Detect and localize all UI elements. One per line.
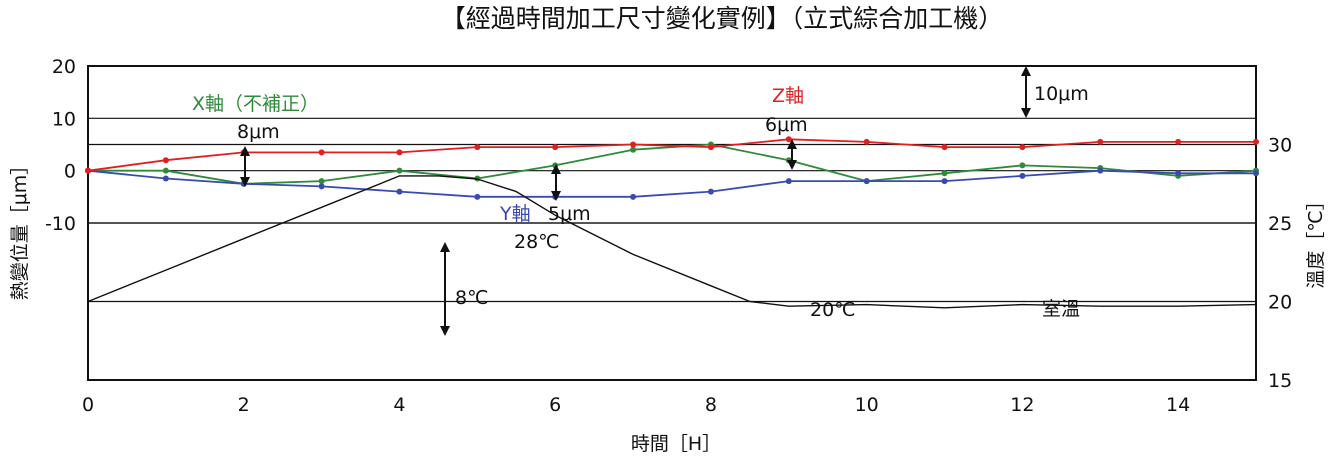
series-point-2 bbox=[1097, 138, 1104, 145]
series-point-2 bbox=[396, 149, 403, 156]
series-point-0 bbox=[318, 178, 325, 185]
ten-um-label: 10μm bbox=[1034, 83, 1089, 105]
y-right-tick-label: 30 bbox=[1268, 135, 1292, 157]
series-point-2 bbox=[630, 141, 637, 148]
series-point-2 bbox=[85, 167, 91, 174]
series-point-1 bbox=[941, 178, 948, 185]
series-line-3 bbox=[87, 175, 1257, 309]
series-point-2 bbox=[785, 136, 792, 143]
x-tick-label: 0 bbox=[82, 394, 94, 416]
series-line-1 bbox=[87, 169, 1256, 198]
series-point-2 bbox=[162, 157, 169, 164]
series-point-0 bbox=[396, 167, 403, 174]
series-point-1 bbox=[785, 178, 792, 185]
series-point-2 bbox=[474, 144, 481, 151]
series-line-2 bbox=[87, 138, 1256, 172]
z-delta-label: 6μm bbox=[765, 114, 808, 136]
series-point-0 bbox=[1019, 162, 1026, 169]
x-tick-labels: 0 2 4 6 8 10 12 14 bbox=[82, 394, 1190, 416]
x-tick-label: 2 bbox=[238, 394, 250, 416]
y-left-tick-label: 10 bbox=[52, 108, 76, 130]
series-layer bbox=[85, 136, 1259, 309]
x-delta-label: 8μm bbox=[237, 121, 280, 143]
series-point-2 bbox=[552, 144, 559, 151]
y-series-legend: Y軸 bbox=[499, 203, 531, 225]
series-point-0 bbox=[630, 146, 637, 153]
series-point-1 bbox=[396, 188, 403, 195]
y-right-tick-labels: 30 25 20 15 bbox=[1268, 135, 1292, 393]
series-point-0 bbox=[162, 167, 169, 174]
y-left-tick-labels: 20 10 0 -10 bbox=[45, 56, 76, 235]
y-right-tick-label: 25 bbox=[1268, 213, 1292, 235]
series-point-2 bbox=[1019, 144, 1026, 151]
x-series-legend: X軸（不補正） bbox=[192, 93, 319, 115]
series-point-1 bbox=[474, 193, 481, 200]
series-point-0 bbox=[941, 170, 948, 177]
y-axis-label-left: 熱變位量［μm］ bbox=[9, 156, 31, 301]
y-delta-label: 5μm bbox=[548, 203, 591, 225]
y-right-tick-label: 15 bbox=[1268, 370, 1292, 392]
temp-delta-label: 8℃ bbox=[455, 287, 488, 309]
series-point-1 bbox=[318, 183, 325, 190]
y-left-tick-label: 0 bbox=[64, 161, 76, 183]
z-series-legend: Z軸 bbox=[772, 85, 804, 107]
y-left-tick-label: 20 bbox=[52, 56, 76, 78]
chart-title: 【經過時間加工尺寸變化實例】（立式綜合加工機） bbox=[441, 4, 1004, 33]
series-point-1 bbox=[1175, 170, 1182, 177]
series-point-2 bbox=[1253, 138, 1259, 145]
room-temp-legend: 室溫 bbox=[1042, 298, 1080, 320]
series-point-1 bbox=[1019, 172, 1026, 179]
x-tick-label: 4 bbox=[393, 394, 405, 416]
y-axis-label-right: 溫度［℃］ bbox=[1305, 191, 1327, 288]
series-point-1 bbox=[707, 188, 714, 195]
series-point-2 bbox=[941, 144, 948, 151]
series-line-0 bbox=[88, 143, 1257, 185]
series-point-1 bbox=[162, 175, 169, 182]
series-point-2 bbox=[863, 138, 870, 145]
temp-min-label: 20℃ bbox=[810, 299, 856, 321]
series-point-1 bbox=[630, 193, 637, 200]
series-point-1 bbox=[1097, 167, 1104, 174]
x-tick-label: 8 bbox=[705, 394, 717, 416]
series-point-1 bbox=[863, 178, 870, 185]
y-right-tick-label: 20 bbox=[1268, 292, 1292, 314]
temp-max-label: 28℃ bbox=[514, 231, 560, 253]
y-left-tick-label: -10 bbox=[45, 213, 76, 235]
x-tick-label: 14 bbox=[1166, 394, 1190, 416]
series-point-0 bbox=[785, 157, 792, 164]
series-point-1 bbox=[1253, 170, 1259, 177]
series-point-2 bbox=[1175, 138, 1182, 145]
series-point-2 bbox=[707, 144, 714, 151]
x-tick-label: 12 bbox=[1010, 394, 1034, 416]
x-axis-label: 時間［H］ bbox=[631, 433, 721, 455]
x-tick-label: 10 bbox=[855, 394, 879, 416]
x-tick-label: 6 bbox=[549, 394, 561, 416]
plot-frame bbox=[87, 65, 1257, 381]
series-point-2 bbox=[318, 149, 325, 156]
